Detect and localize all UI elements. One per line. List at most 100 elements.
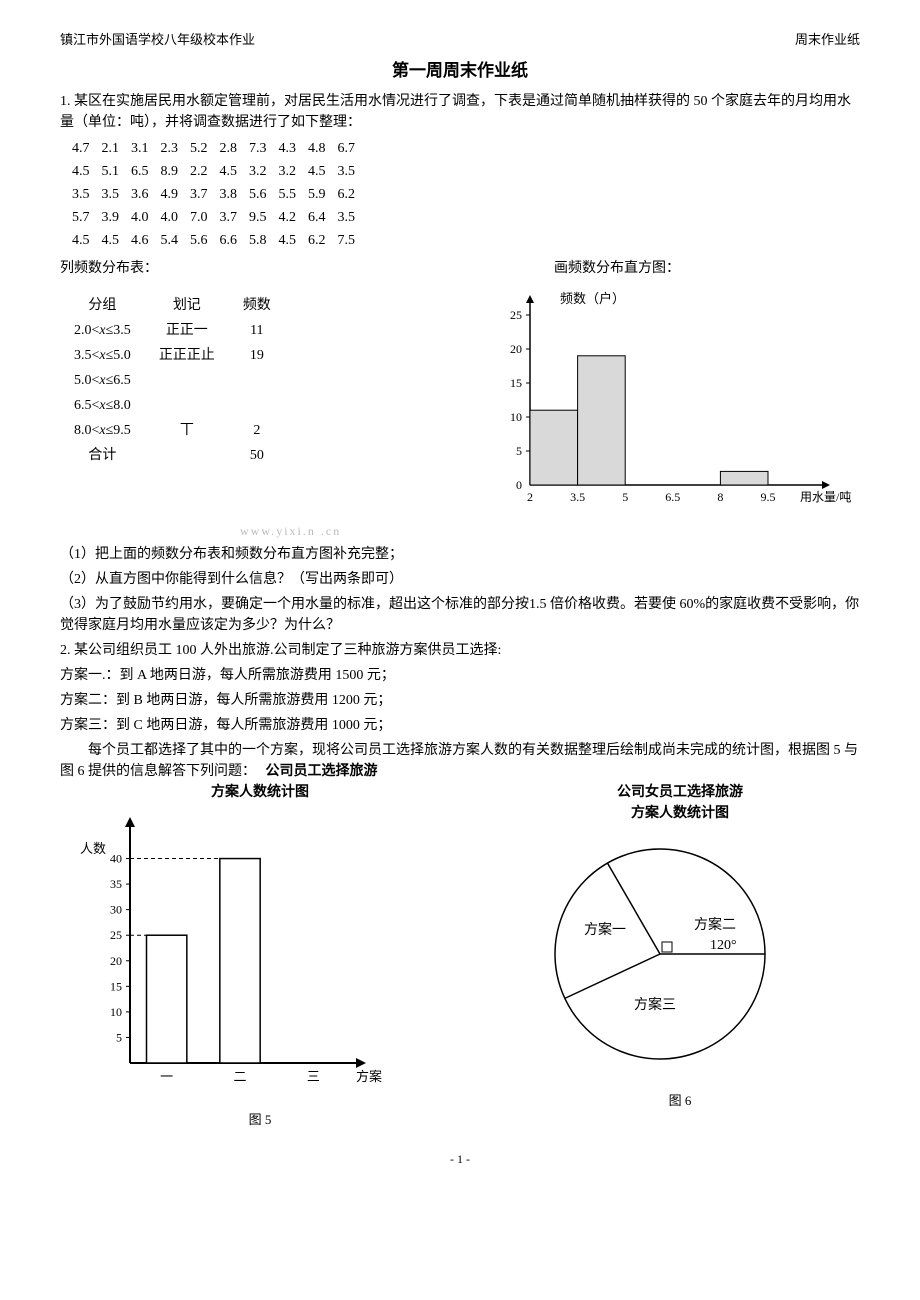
data-cell: 4.5 xyxy=(279,229,309,252)
pie-chart-box: 公司女员工选择旅游 方案人数统计图 方案一方案二120°方案三 图 6 xyxy=(500,782,860,1111)
bar-chart-box: 方案人数统计图 人数510152025303540一二三方案 图 5 xyxy=(60,782,420,1130)
freq-cell: 合计 xyxy=(60,443,145,468)
data-cell: 3.5 xyxy=(338,160,368,183)
data-cell: 2.8 xyxy=(220,137,250,160)
data-cell: 5.8 xyxy=(249,229,279,252)
data-cell: 4.5 xyxy=(220,160,250,183)
data-cell: 6.6 xyxy=(220,229,250,252)
q2-chart-row: 方案人数统计图 人数510152025303540一二三方案 图 5 公司女员工… xyxy=(60,782,860,1130)
q2-body: 每个员工都选择了其中的一个方案，现将公司员工选择旅游方案人数的有关数据整理后绘制… xyxy=(60,740,860,782)
data-cell: 4.2 xyxy=(279,206,309,229)
data-cell: 3.6 xyxy=(131,183,161,206)
freq-cell: 11 xyxy=(229,318,285,343)
data-cell: 3.5 xyxy=(72,183,102,206)
q1-chart-row: 分组 划记 频数 2.0<x≤3.5正正一113.5<x≤5.0正正正止195.… xyxy=(60,285,860,522)
data-cell: 6.5 xyxy=(131,160,161,183)
data-cell: 4.0 xyxy=(131,206,161,229)
svg-text:25: 25 xyxy=(510,308,522,322)
svg-text:人数: 人数 xyxy=(80,841,106,856)
q1-sub3: （3）为了鼓励节约用水，要确定一个用水量的标准，超出这个标准的部分按1.5 倍价… xyxy=(60,594,860,636)
svg-text:5: 5 xyxy=(516,444,522,458)
data-cell: 5.2 xyxy=(190,137,220,160)
freq-table-wrap: 分组 划记 频数 2.0<x≤3.5正正一113.5<x≤5.0正正正止195.… xyxy=(60,285,285,522)
freq-cell: 6.5<x≤8.0 xyxy=(60,393,145,418)
svg-text:0: 0 xyxy=(516,478,522,492)
q1-sub2: （2）从直方图中你能得到什么信息？（写出两条即可） xyxy=(60,569,860,590)
freq-cell: 正正一 xyxy=(145,318,229,343)
svg-text:3.5: 3.5 xyxy=(570,490,585,504)
page-title: 第一周周末作业纸 xyxy=(60,58,860,84)
data-cell: 5.6 xyxy=(249,183,279,206)
page-number: - 1 - xyxy=(60,1150,860,1168)
svg-text:20: 20 xyxy=(510,342,522,356)
svg-text:8: 8 xyxy=(717,490,723,504)
data-cell: 4.5 xyxy=(72,229,102,252)
svg-text:120°: 120° xyxy=(710,938,737,953)
freq-h1: 分组 xyxy=(60,293,145,318)
data-cell: 3.7 xyxy=(190,183,220,206)
data-cell: 3.7 xyxy=(220,206,250,229)
data-cell: 7.0 xyxy=(190,206,220,229)
data-cell: 8.9 xyxy=(161,160,191,183)
data-cell: 4.0 xyxy=(161,206,191,229)
data-cell: 7.5 xyxy=(338,229,368,252)
data-cell: 5.4 xyxy=(161,229,191,252)
svg-text:二: 二 xyxy=(233,1069,246,1084)
pie-chart-svg: 方案一方案二120°方案三 xyxy=(500,824,820,1084)
q1-intro: 1. 某区在实施居民用水额定管理前，对居民生活用水情况进行了调查，下表是通过简单… xyxy=(60,91,860,133)
freq-cell xyxy=(229,393,285,418)
data-cell: 7.3 xyxy=(249,137,279,160)
svg-text:频数（户）: 频数（户） xyxy=(560,291,625,306)
data-cell: 6.2 xyxy=(338,183,368,206)
header-left: 镇江市外国语学校八年级校本作业 xyxy=(60,30,255,50)
histogram-box: 频数（户）051015202523.556.589.5用水量/吨 xyxy=(480,285,860,522)
bar-chart-svg: 人数510152025303540一二三方案 xyxy=(60,803,400,1103)
svg-text:2: 2 xyxy=(527,490,533,504)
data-cell: 2.1 xyxy=(102,137,132,160)
bar-title1: 公司员工选择旅游 xyxy=(266,764,378,779)
data-cell: 5.7 xyxy=(72,206,102,229)
data-cell: 6.4 xyxy=(308,206,338,229)
data-cell: 2.2 xyxy=(190,160,220,183)
svg-text:方案: 方案 xyxy=(356,1069,382,1084)
freq-table-label: 列频数分布表： xyxy=(60,258,158,279)
svg-text:方案三: 方案三 xyxy=(634,996,676,1013)
data-cell: 5.9 xyxy=(308,183,338,206)
bar-caption: 图 5 xyxy=(100,1110,420,1130)
q2-body-text: 每个员工都选择了其中的一个方案，现将公司员工选择旅游方案人数的有关数据整理后绘制… xyxy=(60,743,858,779)
data-cell: 3.8 xyxy=(220,183,250,206)
data-cell: 2.3 xyxy=(161,137,191,160)
svg-text:35: 35 xyxy=(110,877,122,891)
data-cell: 4.3 xyxy=(279,137,309,160)
watermark: www.yixi.n .cn xyxy=(240,522,860,540)
data-cell: 6.2 xyxy=(308,229,338,252)
data-cell: 5.1 xyxy=(102,160,132,183)
freq-cell xyxy=(145,393,229,418)
data-cell: 4.7 xyxy=(72,137,102,160)
data-cell: 4.5 xyxy=(102,229,132,252)
freq-cell: 正正正止 xyxy=(145,343,229,368)
q2-plan1: 方案一.：到 A 地两日游，每人所需旅游费用 1500 元； xyxy=(60,665,860,686)
freq-h2: 划记 xyxy=(145,293,229,318)
data-cell: 5.6 xyxy=(190,229,220,252)
svg-text:用水量/吨: 用水量/吨 xyxy=(800,490,851,504)
data-cell: 4.6 xyxy=(131,229,161,252)
freq-cell: 8.0<x≤9.5 xyxy=(60,418,145,443)
freq-cell xyxy=(145,368,229,393)
q2-plan3: 方案三：到 C 地两日游，每人所需旅游费用 1000 元； xyxy=(60,715,860,736)
data-cell: 9.5 xyxy=(249,206,279,229)
pie-title1: 公司女员工选择旅游 xyxy=(500,782,860,803)
freq-cell: 3.5<x≤5.0 xyxy=(60,343,145,368)
freq-cell: 2.0<x≤3.5 xyxy=(60,318,145,343)
svg-text:15: 15 xyxy=(510,376,522,390)
svg-text:15: 15 xyxy=(110,979,122,993)
freq-h3: 频数 xyxy=(229,293,285,318)
data-cell: 3.9 xyxy=(102,206,132,229)
header-right: 周末作业纸 xyxy=(795,30,860,50)
freq-cell: 19 xyxy=(229,343,285,368)
q1-labels-row: 列频数分布表： 画频数分布直方图： xyxy=(60,258,860,279)
svg-text:方案一: 方案一 xyxy=(584,921,626,938)
data-cell: 3.5 xyxy=(338,206,368,229)
data-cell: 3.2 xyxy=(279,160,309,183)
histogram-svg: 频数（户）051015202523.556.589.5用水量/吨 xyxy=(480,285,860,515)
